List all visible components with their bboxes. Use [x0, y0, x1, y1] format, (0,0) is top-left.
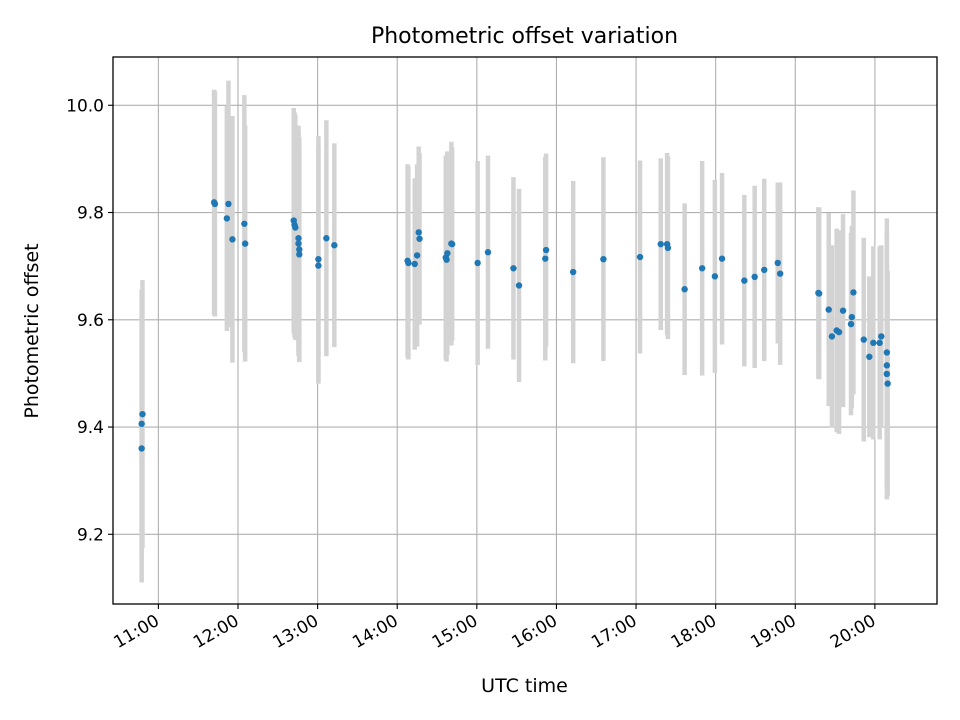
data-point [884, 380, 891, 387]
data-point [776, 270, 784, 277]
data-point [444, 250, 451, 257]
data-point [229, 236, 236, 243]
data-point [825, 306, 832, 313]
data-point [443, 256, 450, 263]
data-point [876, 339, 883, 347]
y-tick-label: 9.8 [77, 204, 104, 224]
data-point [331, 242, 338, 249]
y-tick-label: 9.6 [77, 311, 104, 331]
data-point [474, 259, 481, 267]
data-point [681, 286, 688, 293]
data-point [515, 282, 523, 289]
data-point [405, 259, 412, 267]
data-point [839, 307, 847, 314]
data-point [413, 252, 421, 259]
data-point [138, 420, 145, 428]
data-point [315, 262, 322, 269]
data-point [569, 268, 577, 276]
y-axis-label: Photometric offset [21, 243, 43, 418]
data-point [241, 240, 249, 247]
data-point [484, 249, 492, 256]
data-point [292, 224, 299, 231]
data-point [878, 333, 885, 340]
data-point [448, 240, 456, 248]
data-point [600, 255, 607, 263]
data-point [241, 220, 248, 227]
chart-title: Photometric offset variation [371, 24, 678, 49]
data-point [664, 244, 672, 252]
data-point [883, 362, 891, 369]
data-point [542, 255, 549, 262]
data-point [847, 320, 855, 328]
data-point [211, 200, 219, 208]
data-point [416, 235, 423, 242]
data-point [296, 246, 303, 253]
y-tick-label: 10.0 [66, 96, 104, 116]
data-point [323, 235, 330, 242]
data-point [815, 290, 823, 297]
y-tick-label: 9.4 [77, 418, 104, 438]
data-point [296, 251, 303, 258]
data-point [295, 240, 302, 247]
data-point [850, 289, 857, 296]
axes-frame [112, 56, 938, 605]
plot-area [112, 56, 938, 605]
data-point [828, 333, 836, 340]
x-axis-label: UTC time [481, 675, 568, 697]
data-point [866, 353, 873, 360]
data-point [411, 260, 418, 268]
data-point [774, 259, 781, 267]
data-point [751, 273, 758, 281]
data-point [870, 339, 877, 347]
data-point [225, 200, 232, 208]
data-point [718, 255, 726, 262]
data-point [761, 266, 768, 274]
y-axis-ticks: 9.2 9.4 9.6 9.8 10.0 [66, 96, 113, 545]
data-point [698, 265, 706, 272]
data-point [139, 410, 146, 418]
data-point [510, 265, 517, 272]
data-point [223, 215, 231, 222]
data-point [415, 229, 422, 236]
data-point [542, 246, 550, 254]
data-point [883, 370, 891, 378]
y-tick-label: 9.2 [77, 525, 104, 545]
data-point [848, 313, 856, 321]
data-point [860, 336, 867, 343]
data-point [741, 277, 748, 284]
data-point [657, 240, 664, 248]
data-point [315, 255, 322, 263]
data-point [138, 445, 145, 452]
point-layer [138, 199, 891, 452]
data-point [835, 328, 843, 336]
data-point [636, 253, 644, 261]
data-point [883, 349, 891, 356]
data-point [711, 273, 719, 280]
data-point [295, 235, 302, 242]
